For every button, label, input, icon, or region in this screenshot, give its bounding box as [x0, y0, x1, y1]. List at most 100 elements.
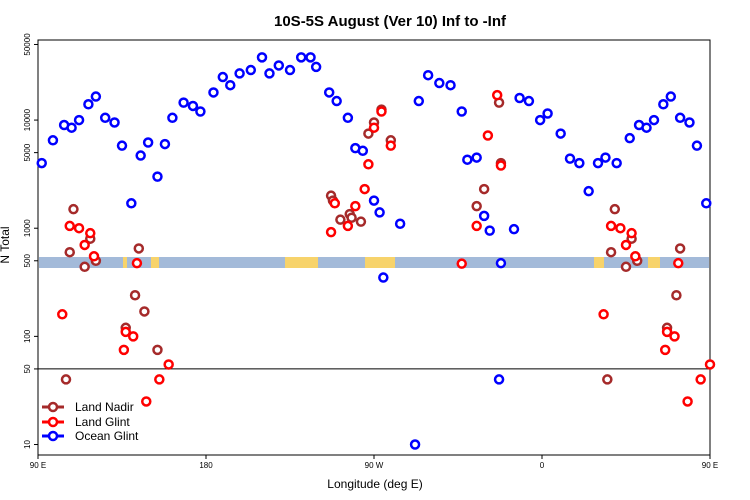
point-land-nadir — [68, 203, 79, 215]
point-ocean-glint — [445, 79, 456, 91]
point-ocean-glint — [648, 114, 660, 126]
point-land-glint — [620, 239, 632, 251]
point-ocean-glint — [611, 157, 622, 169]
point-land-nadir — [363, 128, 374, 139]
y-tick-label: 50000 — [23, 33, 32, 56]
point-land-glint — [350, 200, 361, 212]
point-land-glint — [85, 227, 96, 239]
point-land-glint — [630, 251, 641, 262]
point-land-nadir — [602, 374, 613, 385]
point-land-glint — [363, 159, 374, 170]
point-ocean-glint — [462, 154, 473, 165]
point-ocean-glint — [217, 71, 229, 83]
point-ocean-glint — [126, 198, 137, 209]
point-ocean-glint — [534, 114, 546, 126]
x-tick-label: 90 E — [30, 461, 46, 470]
point-ocean-glint — [73, 114, 85, 126]
point-land-glint — [131, 257, 143, 269]
point-ocean-glint — [310, 61, 322, 73]
point-land-glint — [79, 239, 90, 251]
y-tick-label: 10000 — [23, 108, 32, 131]
point-ocean-glint — [187, 100, 199, 112]
y-tick-label: 50 — [23, 364, 32, 373]
point-land-nadir — [674, 243, 686, 254]
point-land-nadir — [478, 183, 490, 195]
point-ocean-glint — [624, 132, 635, 144]
x-axis-title: Longitude (deg E) — [327, 477, 422, 491]
point-land-glint — [661, 326, 673, 338]
point-ocean-glint — [208, 87, 219, 98]
point-land-nadir — [355, 216, 367, 227]
legend-label-land-nadir: Land Nadir — [75, 400, 134, 414]
point-ocean-glint — [273, 60, 285, 71]
y-tick-label: 10 — [23, 440, 32, 449]
point-ocean-glint — [264, 68, 275, 79]
point-ocean-glint — [555, 128, 566, 139]
point-ocean-glint — [342, 112, 354, 124]
point-ocean-glint — [658, 99, 669, 110]
y-axis-title: N Total — [0, 226, 12, 263]
point-ocean-glint — [674, 112, 686, 124]
point-land-glint — [120, 326, 131, 338]
point-ocean-glint — [378, 272, 389, 283]
point-ocean-glint — [409, 439, 421, 450]
point-ocean-glint — [564, 153, 576, 164]
chart-title: 10S-5S August (Ver 10) Inf to -Inf — [274, 13, 507, 30]
point-land-glint — [127, 331, 139, 342]
y-tick-label: 100 — [23, 329, 32, 343]
point-ocean-glint — [592, 157, 604, 169]
point-land-nadir — [620, 261, 632, 273]
point-ocean-glint — [109, 117, 120, 128]
x-tick-label: 180 — [199, 461, 213, 470]
point-land-glint — [64, 220, 75, 232]
point-ocean-glint — [600, 152, 611, 163]
point-land-glint — [605, 220, 617, 232]
point-ocean-glint — [256, 52, 268, 63]
y-tick-label: 1000 — [23, 219, 32, 237]
point-ocean-glint — [159, 138, 171, 150]
point-ocean-glint — [47, 135, 59, 146]
point-ocean-glint — [305, 52, 316, 63]
point-ocean-glint — [394, 218, 406, 229]
point-land-glint — [141, 396, 152, 407]
point-land-nadir — [671, 289, 682, 301]
point-ocean-glint — [701, 198, 712, 209]
point-land-glint — [359, 183, 370, 195]
legend-label-ocean-glint: Ocean Glint — [75, 429, 139, 443]
point-ocean-glint — [574, 157, 585, 169]
point-ocean-glint — [142, 137, 154, 148]
point-ocean-glint — [665, 91, 677, 102]
legend-item-ocean-glint: Ocean Glint — [42, 429, 139, 443]
point-ocean-glint — [368, 195, 380, 206]
x-tick-label: 90 E — [702, 461, 718, 470]
point-ocean-glint — [691, 140, 703, 151]
x-tick-label: 90 W — [365, 461, 384, 470]
point-ocean-glint — [295, 52, 307, 63]
point-ocean-glint — [583, 185, 594, 197]
point-ocean-glint — [495, 257, 507, 269]
point-land-glint — [57, 309, 68, 320]
legend-item-land-nadir: Land Nadir — [42, 400, 134, 414]
point-land-glint — [376, 106, 387, 117]
legend-item-land-glint: Land Glint — [42, 415, 130, 429]
point-ocean-glint — [284, 64, 296, 76]
point-land-glint — [368, 122, 380, 133]
point-land-glint — [682, 396, 693, 407]
point-land-glint — [598, 309, 609, 320]
point-land-glint — [471, 220, 482, 232]
point-ocean-glint — [116, 140, 128, 151]
point-land-glint — [325, 226, 337, 238]
point-land-nadir — [129, 289, 141, 301]
point-ocean-glint — [99, 112, 111, 124]
point-land-nadir — [605, 246, 617, 258]
point-land-nadir — [152, 344, 163, 356]
point-ocean-glint — [331, 95, 342, 107]
point-land-glint — [495, 160, 507, 171]
point-land-nadir — [133, 243, 145, 254]
point-land-nadir — [64, 246, 75, 258]
point-ocean-glint — [478, 210, 490, 222]
point-land-nadir — [471, 200, 482, 212]
point-ocean-glint — [167, 112, 178, 124]
point-ocean-glint — [484, 225, 495, 236]
